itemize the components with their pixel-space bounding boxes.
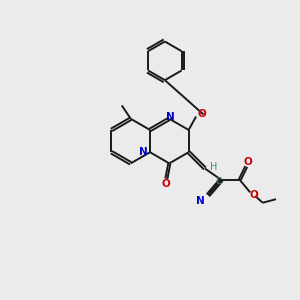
Text: O: O: [161, 179, 170, 189]
Text: N: N: [139, 147, 148, 157]
Text: N: N: [166, 112, 174, 122]
Text: O: O: [249, 190, 258, 200]
Text: O: O: [243, 157, 252, 167]
Text: C: C: [216, 177, 222, 186]
Text: H: H: [210, 162, 217, 172]
Text: O: O: [197, 110, 206, 119]
Text: N: N: [196, 196, 204, 206]
